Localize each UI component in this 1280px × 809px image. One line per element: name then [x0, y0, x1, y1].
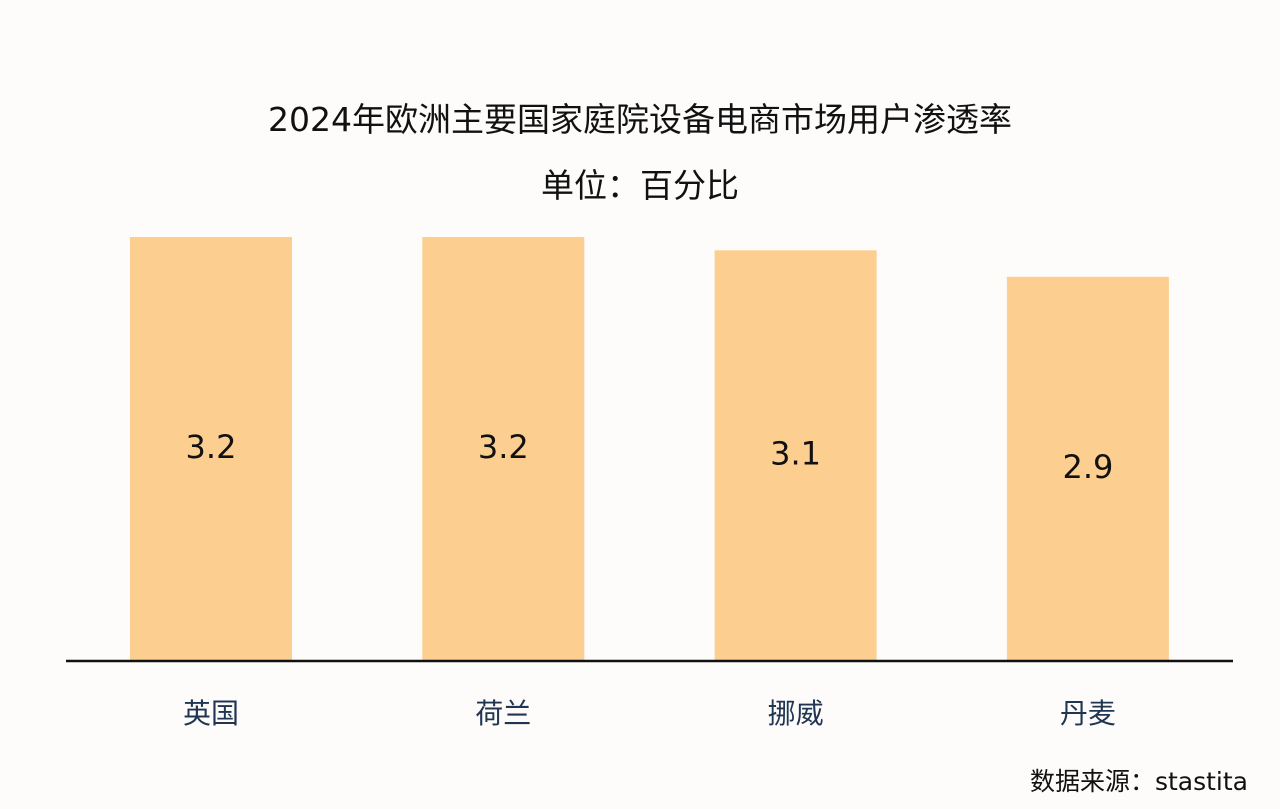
bar-1 [422, 237, 585, 661]
chart-subtitle: 单位：百分比 [541, 166, 739, 205]
source-note: 数据来源：stastita [1029, 767, 1248, 796]
data-label-3: 2.9 [1062, 448, 1113, 486]
data-label-2: 3.1 [770, 435, 821, 473]
bars-layer [130, 237, 1169, 662]
bar-2 [714, 250, 877, 662]
data-label-0: 3.2 [186, 428, 237, 466]
x-tick-label-3: 丹麦 [1060, 697, 1116, 730]
x-tick-label-1: 荷兰 [475, 697, 531, 730]
x-tick-label-2: 挪威 [768, 697, 824, 730]
data-label-1: 3.2 [478, 428, 529, 466]
chart-title: 2024年欧洲主要国家庭院设备电商市场用户渗透率 [268, 100, 1012, 139]
data-labels-layer: 3.2 3.2 3.1 2.9 [186, 428, 1114, 486]
bar-0 [130, 237, 292, 661]
x-tick-label-0: 英国 [183, 697, 239, 730]
bar-3 [1006, 276, 1169, 662]
x-tick-labels-layer: 英国 荷兰 挪威 丹麦 [183, 697, 1116, 730]
